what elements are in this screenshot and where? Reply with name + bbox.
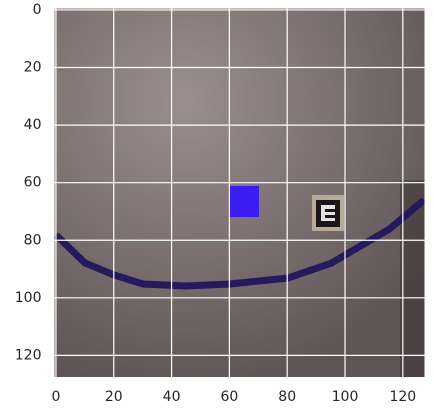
x-tick-label: 120 xyxy=(389,389,416,405)
x-tick-label: 60 xyxy=(220,389,238,405)
x-tick-label: 80 xyxy=(278,389,296,405)
y-tick-label: 120 xyxy=(15,347,42,363)
x-tick-label: 100 xyxy=(332,389,359,405)
tag-bit xyxy=(325,209,335,212)
y-tick-label: 0 xyxy=(33,2,42,18)
x-tick-label: 40 xyxy=(163,389,181,405)
y-tick-label: 60 xyxy=(24,175,42,191)
image xyxy=(54,8,425,377)
y-tick-label: 20 xyxy=(24,60,42,76)
blue-square xyxy=(230,186,259,217)
tag-inner xyxy=(321,205,335,221)
x-tick-label: 20 xyxy=(105,389,123,405)
y-tick-label: 100 xyxy=(15,290,42,306)
tag-bit xyxy=(325,215,335,218)
y-tick-label: 80 xyxy=(24,232,42,248)
x-tick-label: 0 xyxy=(51,389,60,405)
y-tick-label: 40 xyxy=(24,117,42,133)
